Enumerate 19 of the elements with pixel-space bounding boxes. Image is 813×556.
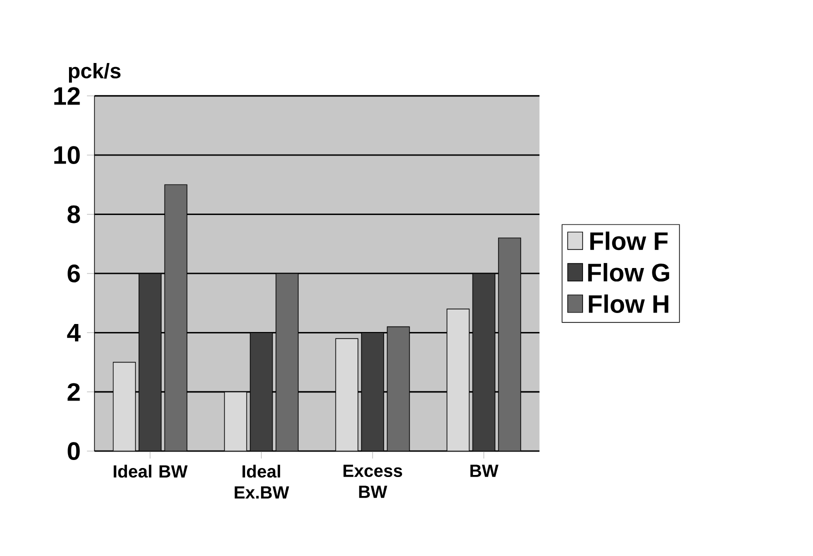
bar <box>387 326 410 452</box>
bar <box>276 274 298 452</box>
legend-label: Flow H <box>588 294 668 314</box>
x-tick-label: Ideal Ex.BW <box>234 464 290 499</box>
y-tick-label: 10 <box>54 146 80 164</box>
y-tick-label: 2 <box>68 383 80 401</box>
y-tick-label: 12 <box>54 87 80 105</box>
y-tick-label: 4 <box>67 324 81 342</box>
x-tick-label: Excess BW <box>344 464 402 498</box>
legend-label: Flow G <box>588 263 670 282</box>
y-tick-label: 6 <box>68 264 80 282</box>
x-tick-label: BW <box>470 464 498 477</box>
y-tick-label: 8 <box>68 205 80 224</box>
y-axis-title: pck/s <box>68 63 120 83</box>
bar <box>498 238 522 452</box>
bar <box>164 184 187 452</box>
y-tick-label: 0 <box>68 442 80 460</box>
legend-label: Flow F <box>590 232 668 250</box>
x-tick-label: Ideal BW <box>114 464 188 478</box>
